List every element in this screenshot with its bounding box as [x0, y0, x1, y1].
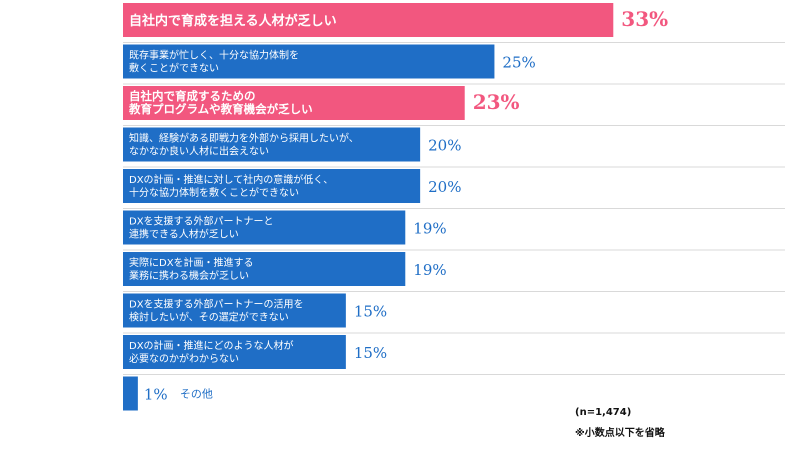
bar [123, 3, 614, 37]
value-label: 33% [621, 7, 668, 31]
value-label: 15% [354, 303, 387, 321]
category-label: DXを支援する外部パートナーの活用を [129, 298, 304, 311]
category-label: なかなか良い人材に出会えない [129, 145, 269, 158]
category-label: その他 [180, 388, 213, 401]
bar [123, 376, 138, 411]
value-label: 19% [413, 261, 446, 279]
sample-size-note: (n=1,474) [575, 407, 632, 418]
category-label: 自社内で育成するための [129, 89, 256, 103]
bar [123, 210, 406, 245]
bar [123, 293, 346, 328]
category-label: 教育プログラムや教育機会が乏しい [128, 102, 313, 116]
category-label: 実際にDXを計画・推進する [129, 256, 254, 269]
value-label: 23% [473, 90, 520, 114]
category-label: DXを支援する外部パートナーと [129, 215, 274, 228]
bar [123, 169, 421, 203]
category-label: 知識、経験がある即戦力を外部から採用したいが、 [129, 132, 359, 145]
value-label: 1% [144, 386, 168, 404]
category-label: 自社内で育成を担える人材が乏しい [129, 13, 337, 29]
bar [123, 44, 495, 79]
value-label: 15% [354, 344, 387, 362]
bar [123, 127, 421, 162]
bar [123, 335, 346, 369]
category-label: DXの計画・推進にどのような人材が [129, 339, 294, 352]
category-label: 検討したいが、その選定ができない [129, 311, 289, 324]
category-label: 連携できる人材が乏しい [129, 228, 239, 241]
category-label: 業務に携わる機会が乏しい [129, 269, 249, 282]
category-label: 十分な協力体制を敷くことができない [129, 186, 299, 199]
category-label: 必要なのかがわからない [129, 352, 239, 365]
category-label: 既存事業が忙しく、十分な協力体制を [129, 49, 299, 62]
category-label: DXの計画・推進に対して社内の意識が低く、 [129, 173, 333, 186]
value-label: 25% [502, 54, 535, 72]
rounding-note: ※小数点以下を省略 [575, 428, 665, 439]
bar [123, 252, 406, 286]
value-label: 20% [428, 137, 461, 155]
value-label: 20% [428, 178, 461, 196]
value-label: 19% [413, 220, 446, 238]
bar [123, 86, 465, 120]
category-label: 敷くことができない [129, 62, 219, 75]
